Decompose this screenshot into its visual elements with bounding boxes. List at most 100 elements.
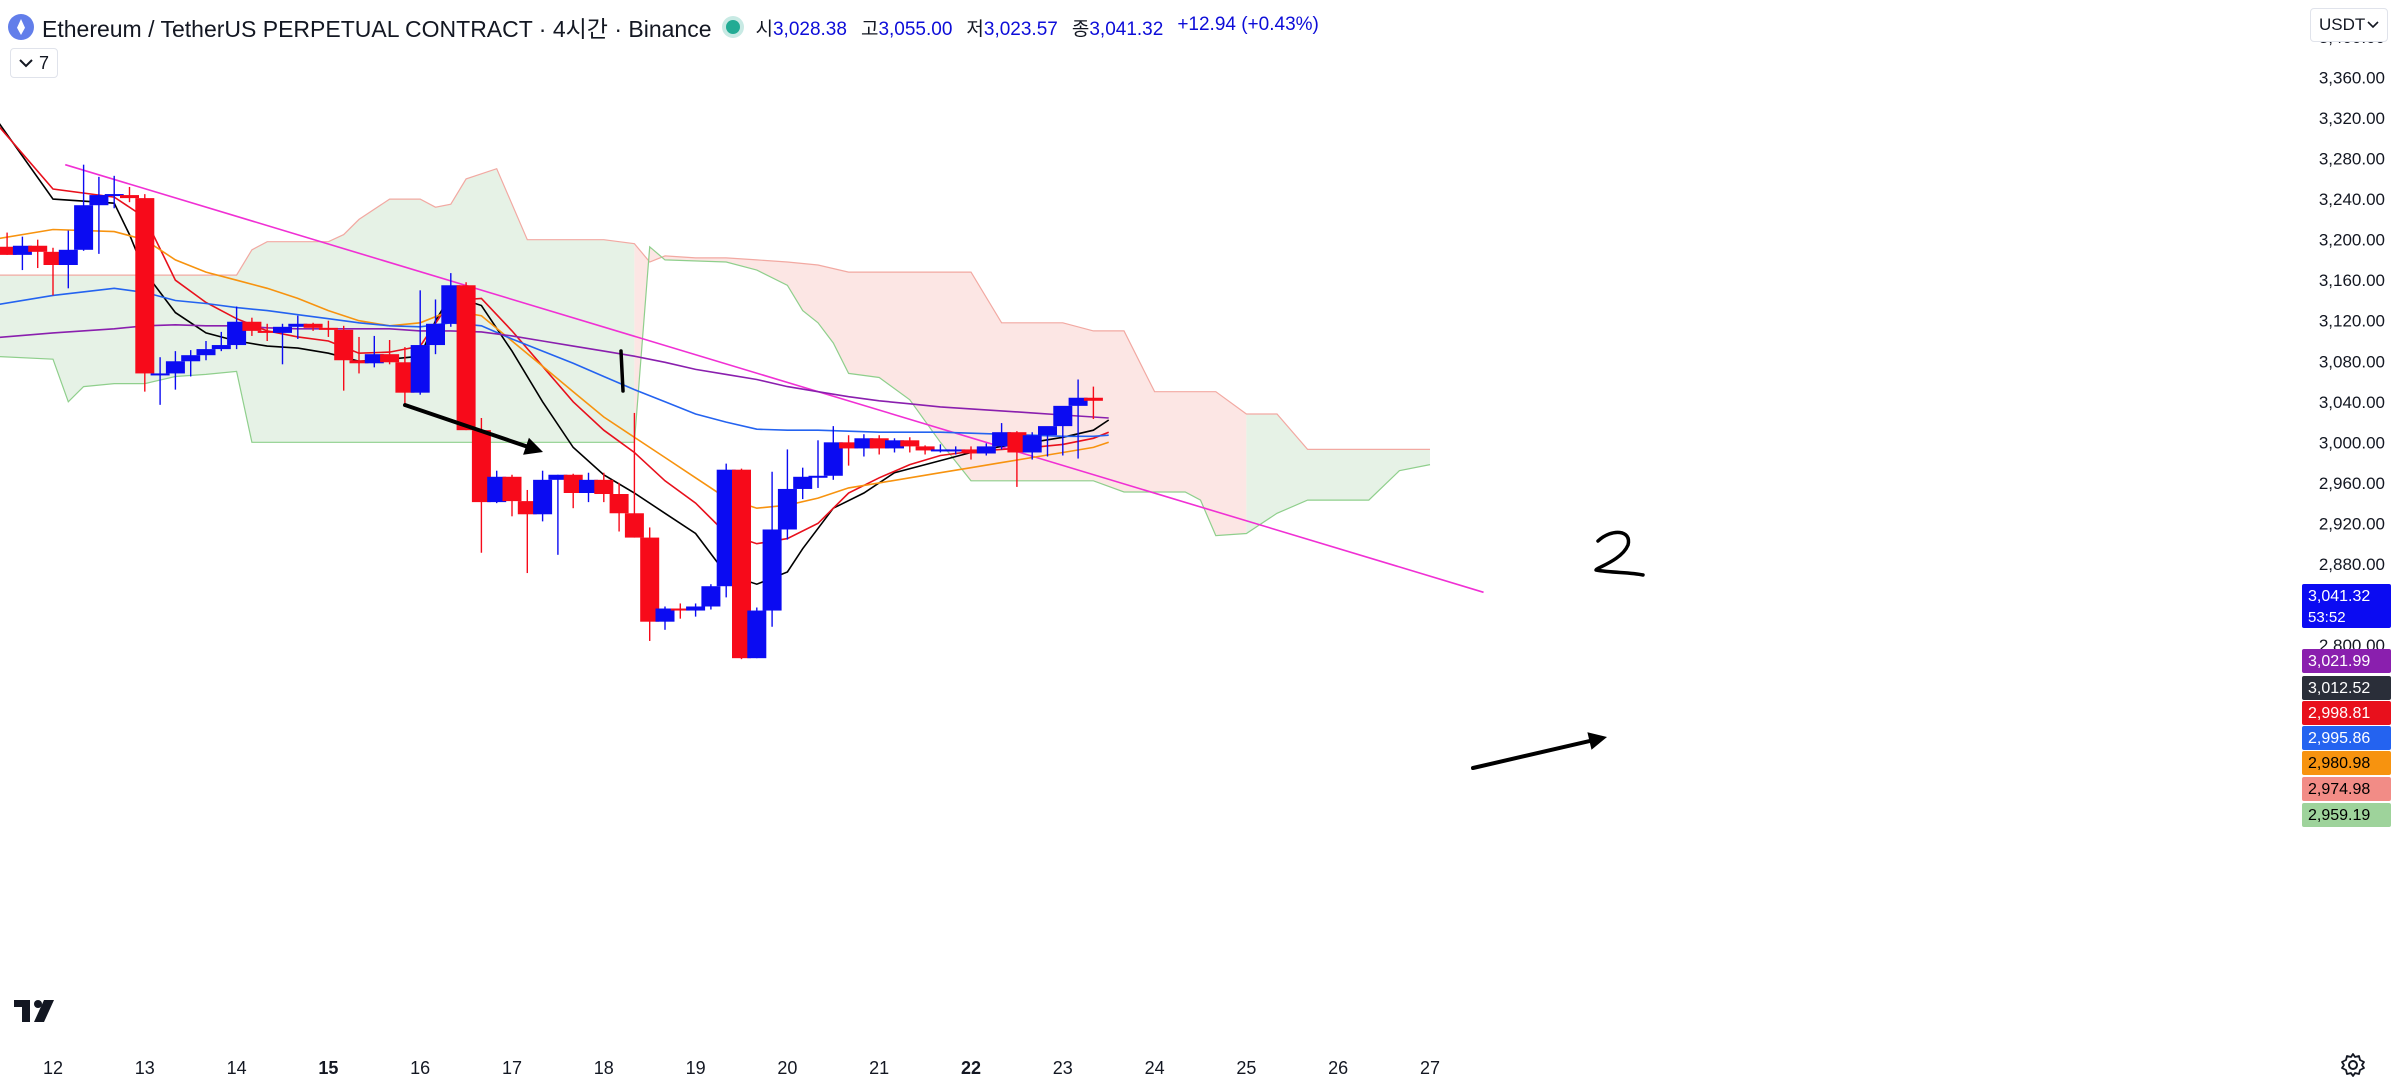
annotation-2 [1594, 530, 1645, 577]
candle [732, 468, 751, 660]
candle-body [471, 430, 491, 503]
candle [609, 482, 629, 532]
candle-body [686, 606, 706, 611]
price-label-bg [2302, 726, 2391, 750]
indicators-toggle[interactable]: 7 [10, 48, 59, 78]
candle [165, 351, 185, 390]
candle [12, 236, 32, 271]
time-tick-label: 12 [43, 1058, 63, 1078]
price-tick-label: 2,880.00 [2319, 555, 2385, 574]
candle-body [288, 323, 308, 327]
candle [334, 325, 354, 391]
candle [227, 306, 247, 350]
candle [747, 607, 767, 659]
candle [211, 331, 231, 352]
candle [946, 446, 966, 455]
candle [395, 347, 415, 407]
candle [58, 230, 78, 289]
time-axis[interactable]: 12 13 14 15 16 17 18 19 20 21 22 23 24 25 26 27 [43, 1058, 1440, 1078]
price-label-bg [2302, 676, 2391, 700]
tradingview-logo-icon[interactable] [14, 996, 62, 1024]
candle [915, 445, 935, 455]
candle [43, 247, 63, 296]
ethereum-icon [8, 14, 34, 40]
candle [885, 438, 904, 453]
trendline[interactable] [65, 163, 1484, 594]
ma-line-1 [0, 123, 1110, 586]
candle [992, 423, 1012, 450]
time-tick-label: 13 [135, 1058, 155, 1078]
price-axis[interactable]: 2,800.002,840.002,880.002,920.002,960.00… [2319, 28, 2385, 655]
candle [579, 472, 598, 503]
candle [380, 339, 400, 365]
cloud-upper-line [0, 167, 1430, 450]
candle [533, 470, 553, 522]
candle-body [900, 440, 920, 447]
price-label-value: 3,012.52 [2308, 680, 2370, 697]
candle [777, 449, 797, 540]
annotation-1 [619, 349, 625, 393]
candle-body [946, 449, 966, 452]
candle-body [334, 329, 354, 361]
arrow-shaft [1471, 739, 1592, 770]
price-label: 2,959.19 [2302, 803, 2391, 827]
price-label: 3,012.52 [2302, 676, 2391, 700]
price-tick-label: 3,280.00 [2319, 150, 2385, 169]
symbol-title[interactable]: Ethereum / TetherUS PERPETUAL CONTRACT ·… [42, 16, 712, 42]
candle [242, 317, 262, 336]
candle-body [930, 449, 950, 452]
candle [823, 426, 843, 480]
candle [487, 470, 507, 504]
candle-body [242, 321, 262, 331]
price-label-bg [2302, 649, 2391, 673]
candle-body [257, 330, 277, 333]
time-tick-label: 17 [502, 1058, 522, 1078]
price-label-value: 2,974.98 [2308, 781, 2370, 798]
cloud-lower-line [0, 245, 1431, 537]
price-tick-label: 3,080.00 [2319, 352, 2385, 371]
price-tick-label: 3,160.00 [2319, 271, 2385, 290]
low-label: 저 [966, 18, 984, 40]
candle [900, 437, 920, 453]
price-tick-label: 2,960.00 [2319, 474, 2385, 493]
candle-body [670, 608, 690, 611]
time-tick-label: 26 [1328, 1058, 1348, 1078]
time-tick-label: 15 [318, 1058, 338, 1078]
candle [471, 418, 491, 553]
time-tick-label: 20 [777, 1058, 797, 1078]
price-tick-label: 3,000.00 [2319, 433, 2385, 452]
price-label-bg [2302, 751, 2391, 775]
candle [624, 412, 644, 538]
close-label: 종 [1071, 18, 1090, 40]
candle-body [732, 469, 751, 659]
candle-body [823, 442, 843, 476]
drawings[interactable] [403, 349, 1645, 770]
candle-body [28, 245, 48, 252]
candle-body [487, 476, 507, 503]
candle-body [104, 194, 124, 197]
candle [808, 440, 828, 488]
candle [839, 435, 859, 466]
candle [640, 527, 660, 641]
settings-gear-icon[interactable] [2340, 1052, 2366, 1078]
price-label-value: 2,995.86 [2308, 730, 2370, 747]
candle-body [364, 354, 384, 364]
candle-body [89, 195, 109, 206]
candle-body [808, 475, 828, 478]
candle-body [426, 323, 445, 346]
candle-body [441, 285, 461, 324]
price-labels: 3,041.32 53:52 3,021.99 3,012.52 2,998.81 2,9… [2302, 584, 2391, 827]
chart-header: Ethereum / TetherUS PERPETUAL CONTRACT ·… [8, 10, 1319, 44]
candle [563, 473, 583, 509]
candle [594, 472, 614, 503]
time-tick-label: 14 [227, 1058, 247, 1078]
candle-body [181, 355, 201, 362]
market-status-icon [725, 20, 740, 34]
change-value: +12.94 (+0.43%) [1177, 13, 1319, 35]
currency-select[interactable]: USDT [2310, 8, 2388, 42]
candle-body [533, 479, 553, 515]
candle [181, 350, 201, 377]
candle-body [976, 446, 996, 454]
candles [0, 164, 1103, 660]
